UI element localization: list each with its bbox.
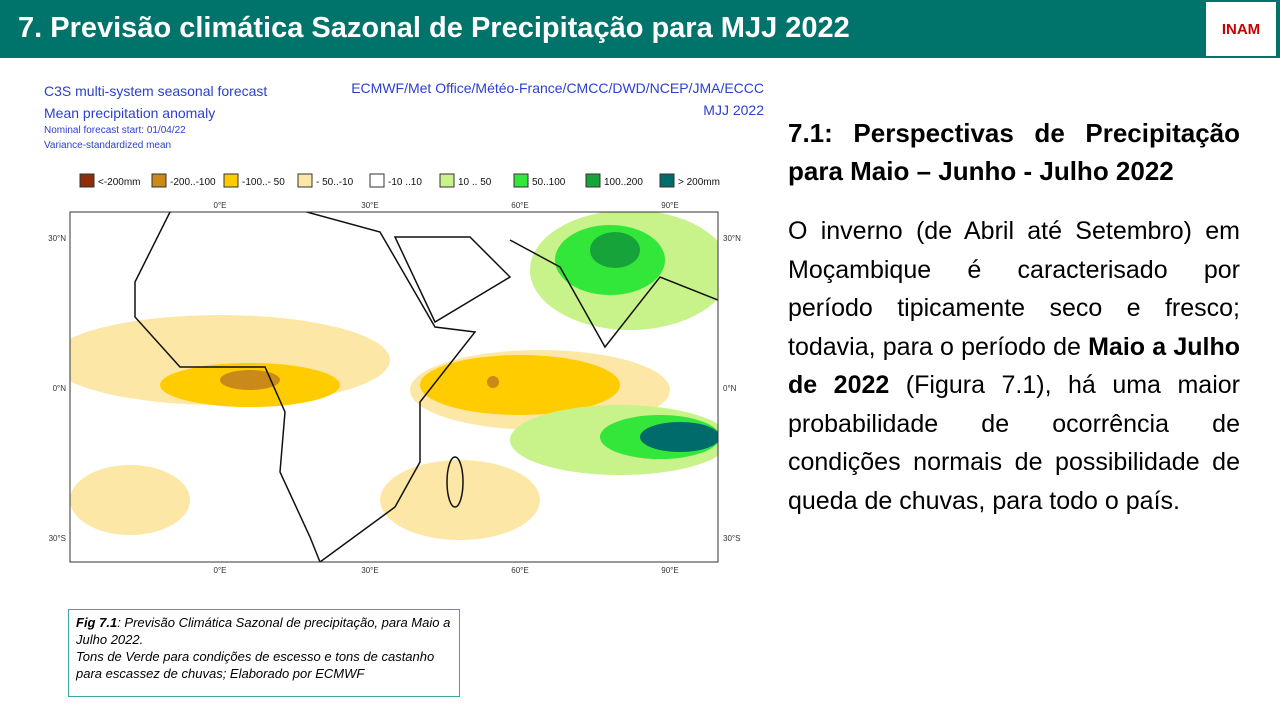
body-text: O inverno (de Abril até Setembro) em Moç… [788, 217, 1240, 361]
lat-label: 30°S [49, 534, 66, 543]
lat-label: 30°N [48, 234, 66, 243]
legend-label: -100..- 50 [242, 177, 285, 188]
lon-label: 90°E [661, 201, 678, 210]
section-heading: 7.1: Perspectivas de Precipitação para M… [788, 118, 1240, 186]
lat-label: 0°N [53, 384, 67, 393]
figure-title: Mean precipitation anomaly [44, 105, 215, 121]
lon-label: 30°E [361, 201, 378, 210]
legend-label: -10 ..10 [388, 177, 422, 188]
lon-label: 60°E [511, 566, 528, 575]
lon-label: 30°E [361, 566, 378, 575]
body-bold: Maio a Julho de 2022 [788, 332, 1241, 400]
legend-label: - 50..-10 [316, 177, 354, 188]
forecast-map: C3S multi-system seasonal forecast Mean … [44, 80, 764, 575]
caption-label: Fig 7.1 [76, 615, 118, 630]
legend-swatch [297, 173, 313, 188]
legend-swatch [659, 173, 675, 188]
coastlines [134, 212, 718, 562]
legend-swatch [439, 173, 455, 188]
legend-label: -200..-100 [170, 177, 216, 188]
figure-title: C3S multi-system seasonal forecast [44, 83, 267, 99]
legend-swatch [151, 173, 167, 188]
logo: INAM [1206, 2, 1276, 56]
lon-label: 90°E [661, 566, 678, 575]
figure-caption: Fig 7.1: Previsão Climática Sazonal de p… [68, 609, 460, 697]
legend-swatch [223, 173, 239, 188]
caption-text: Tons de Verde para condições de escesso … [76, 649, 435, 681]
lon-label: 0°E [214, 566, 227, 575]
legend-swatch [585, 173, 601, 188]
legend-label: > 200mm [678, 177, 720, 188]
caption-text: : Previsão Climática Sazonal de precipit… [76, 615, 451, 647]
anomaly-field [70, 212, 718, 540]
lat-label: 30°N [723, 234, 741, 243]
lon-label: 0°E [214, 201, 227, 210]
legend-label: 10 .. 50 [458, 177, 492, 188]
map-frame [69, 211, 719, 563]
slide-title: 7. Previsão climática Sazonal de Precipi… [18, 12, 850, 44]
body-paragraph: O inverno (de Abril até Setembro) em Moç… [788, 212, 1240, 520]
legend-label: 100..200 [604, 177, 643, 188]
lat-label: 0°N [723, 384, 737, 393]
header-bar: 7. Previsão climática Sazonal de Precipi… [0, 0, 1280, 58]
legend-label: 50..100 [532, 177, 566, 188]
lon-label: 60°E [511, 201, 528, 210]
legend-label: <-200mm [98, 177, 141, 188]
figure-note: Nominal forecast start: 01/04/22 [44, 125, 186, 136]
lat-label: 30°S [723, 534, 740, 543]
legend-swatch [369, 173, 385, 188]
body-text: (Figura 7.1), há uma maior probabilidade… [788, 371, 1240, 515]
figure-note: Variance-standardized mean [44, 140, 171, 151]
figure-period: MJJ 2022 [703, 102, 764, 118]
legend-swatch [79, 173, 95, 188]
legend-swatch [513, 173, 529, 188]
figure-source: ECMWF/Met Office/Météo-France/CMCC/DWD/N… [351, 80, 764, 96]
